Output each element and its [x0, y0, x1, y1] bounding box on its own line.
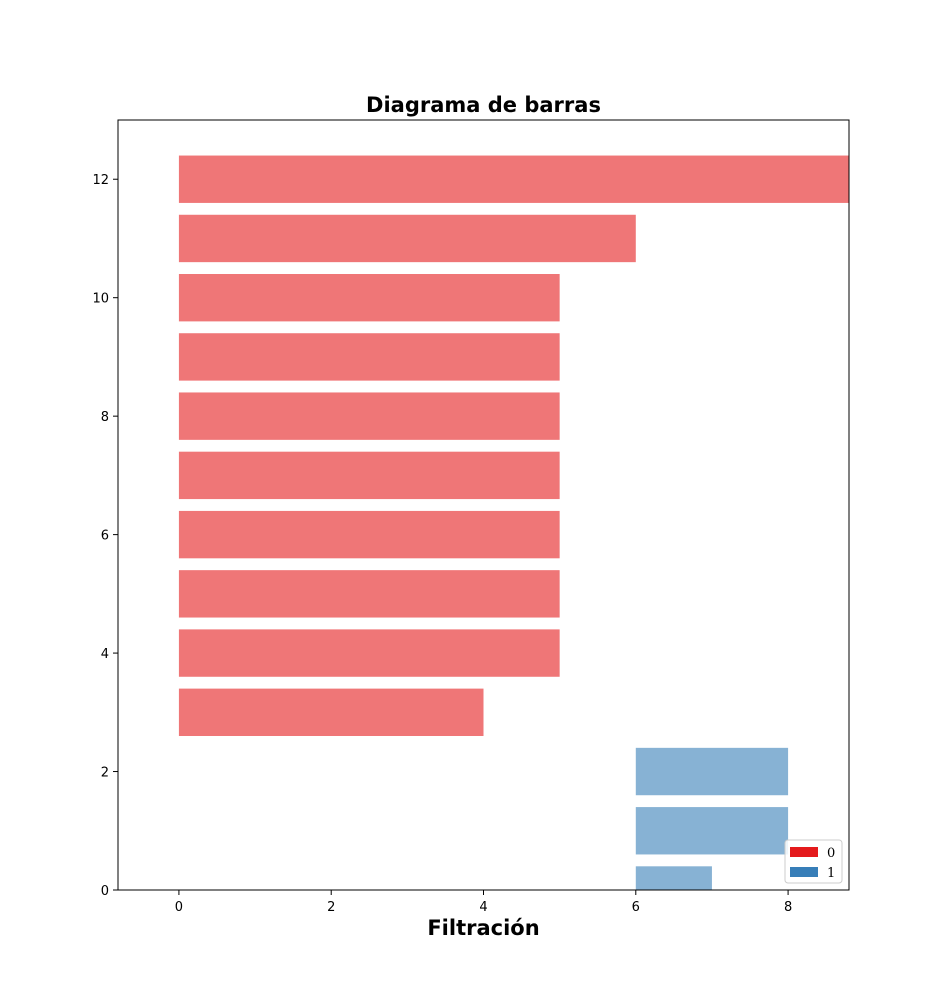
chart-title: Diagrama de barras	[366, 93, 601, 117]
y-axis-ticks: 0 2 4 6 8 10 12	[92, 173, 118, 899]
y-tick-label: 6	[101, 529, 109, 544]
legend: 01	[784, 839, 843, 884]
bar-series-1-y-0	[635, 866, 712, 890]
bar-series-0-y-7	[178, 451, 560, 500]
bar-series-0-y-12	[178, 155, 849, 203]
bar-series-0-y-5	[178, 570, 560, 618]
legend-label-1: 1	[827, 866, 835, 881]
bars-layer	[178, 155, 849, 890]
y-tick-label: 4	[101, 647, 109, 662]
x-tick-label: 8	[784, 900, 792, 915]
bar-series-1-y-1	[635, 807, 789, 855]
legend-swatch-1	[790, 867, 818, 877]
x-axis-ticks: 0 2 4 6 8	[175, 890, 792, 915]
bar-series-0-y-3	[178, 688, 484, 736]
x-tick-label: 4	[479, 900, 487, 915]
bar-series-0-y-6	[178, 510, 560, 559]
legend-label-0: 0	[827, 846, 835, 861]
y-tick-label: 10	[92, 292, 109, 307]
legend-swatch-0	[790, 847, 818, 857]
y-tick-label: 0	[101, 884, 109, 899]
x-tick-label: 6	[632, 900, 640, 915]
bar-series-1-y-2	[635, 747, 789, 796]
x-tick-label: 2	[327, 900, 335, 915]
x-axis-label: Filtración	[427, 916, 539, 940]
bar-series-0-y-10	[178, 274, 560, 322]
bar-series-0-y-9	[178, 333, 560, 381]
bar-series-0-y-4	[178, 629, 560, 677]
y-tick-label: 12	[92, 173, 109, 188]
bar-series-0-y-8	[178, 392, 560, 440]
y-tick-label: 8	[101, 410, 109, 425]
x-tick-label: 0	[175, 900, 183, 915]
y-tick-label: 2	[101, 766, 109, 781]
bar-series-0-y-11	[178, 214, 636, 263]
